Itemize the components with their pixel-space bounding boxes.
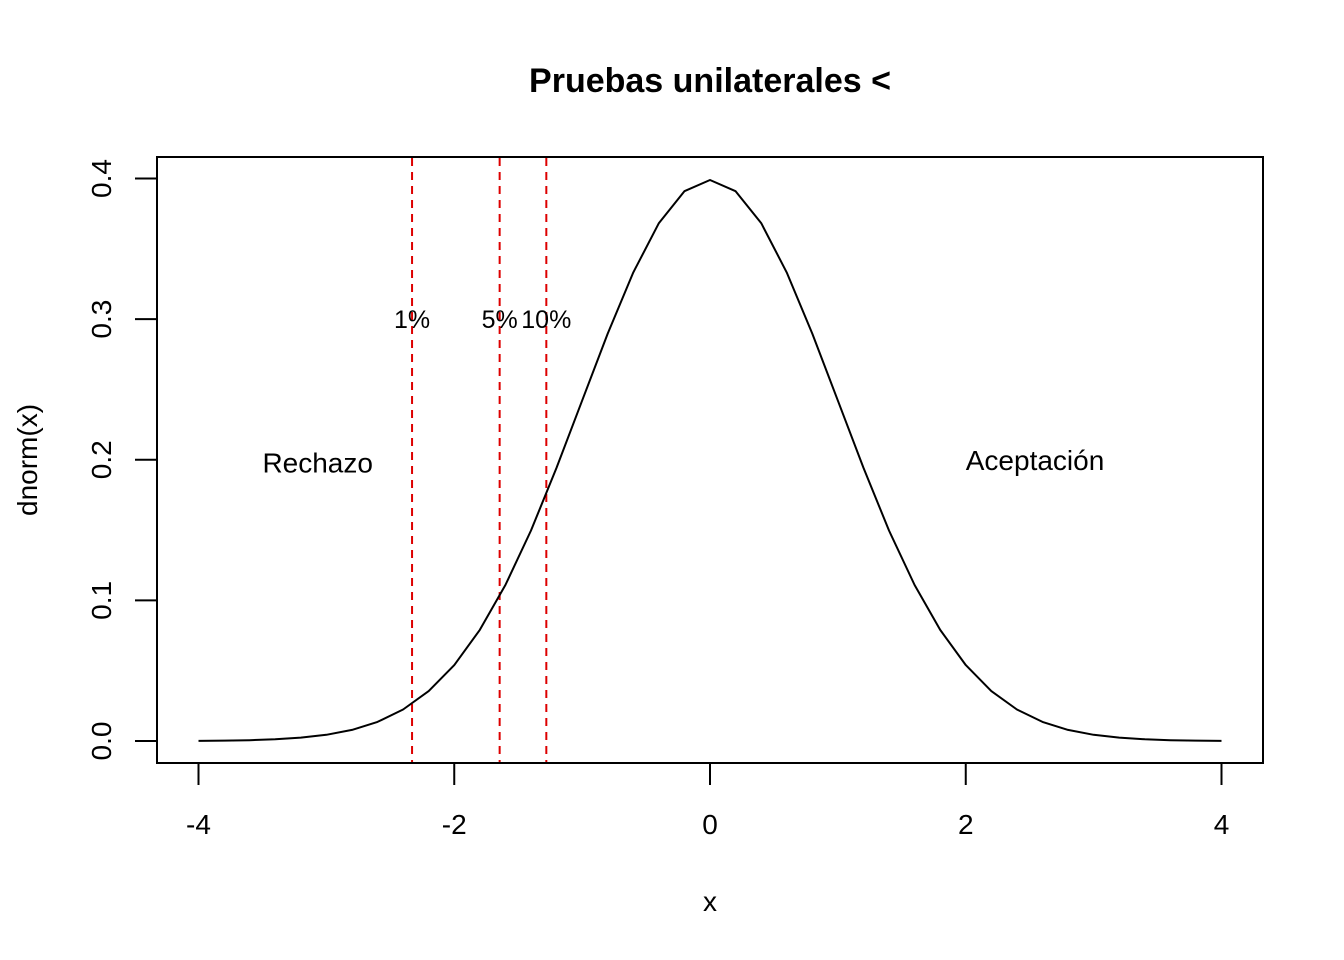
y-tick-label: 0.0 <box>86 722 117 761</box>
critical-value-label: 1% <box>394 306 430 334</box>
x-axis: -4 -2 0 2 4 <box>186 762 1230 840</box>
critical-value-label: 5% <box>482 306 518 334</box>
y-axis-label: dnorm(x) <box>12 404 43 516</box>
x-tick-label: -4 <box>186 809 211 840</box>
region-annotation: Aceptación <box>966 445 1105 476</box>
y-tick-label: 0.2 <box>86 440 117 479</box>
x-tick-label: 2 <box>958 809 974 840</box>
y-tick-label: 0.3 <box>86 300 117 339</box>
region-annotation: Rechazo <box>262 448 373 479</box>
reference-lines: 1% 5% 10% <box>394 158 571 762</box>
annotations: Rechazo Aceptación <box>262 445 1104 479</box>
x-tick-label: -2 <box>442 809 467 840</box>
series-group <box>198 179 1222 742</box>
y-axis: 0.0 0.1 0.2 0.3 0.4 <box>86 159 158 761</box>
x-tick-label: 0 <box>702 809 718 840</box>
chart-title: Pruebas unilaterales < <box>529 62 891 100</box>
y-tick-label: 0.1 <box>86 581 117 620</box>
x-axis-label: x <box>703 886 717 917</box>
y-tick-label: 0.4 <box>86 159 117 198</box>
x-tick-label: 4 <box>1214 809 1230 840</box>
density-curve <box>198 179 1222 742</box>
critical-value-label: 10% <box>521 306 571 334</box>
